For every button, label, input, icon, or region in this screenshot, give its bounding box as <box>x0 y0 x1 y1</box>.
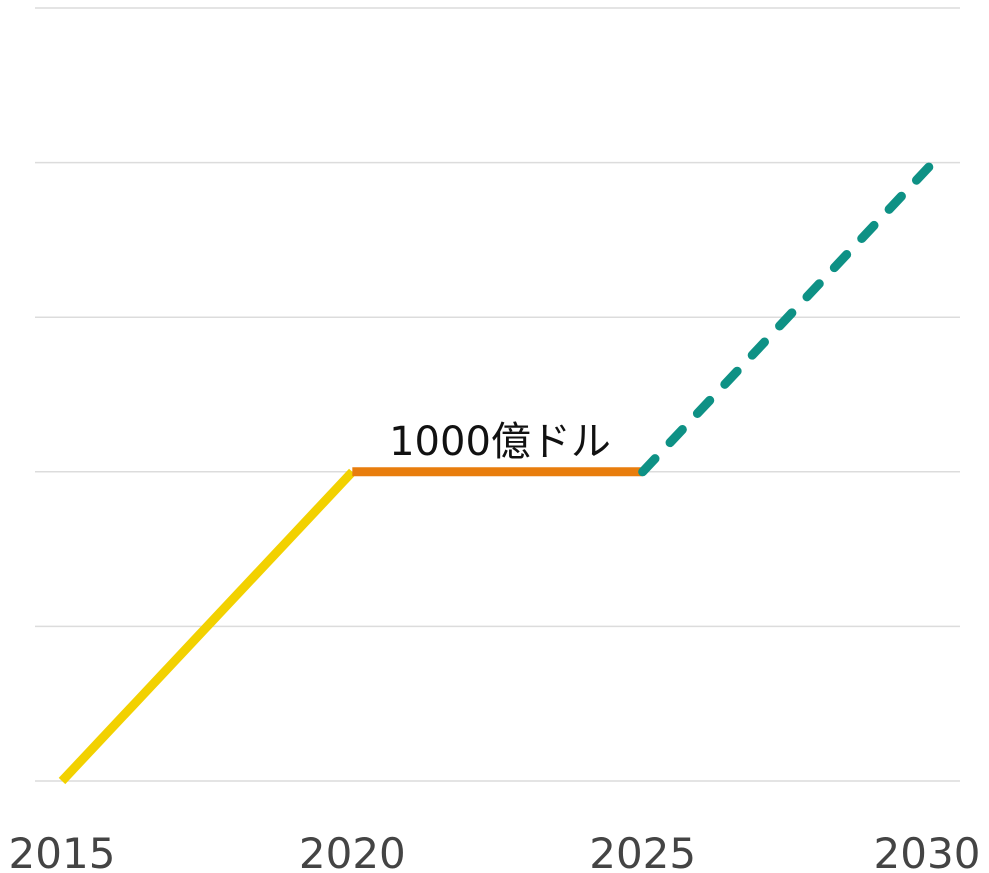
x-tick-label: 2030 <box>874 829 981 873</box>
x-tick-label: 2020 <box>299 829 406 873</box>
x-tick-label: 2025 <box>589 829 696 873</box>
annotation: 1000億ドル <box>389 419 611 465</box>
series-line <box>638 158 938 477</box>
series-line <box>58 468 356 785</box>
x-tick-label: 2015 <box>9 829 116 873</box>
